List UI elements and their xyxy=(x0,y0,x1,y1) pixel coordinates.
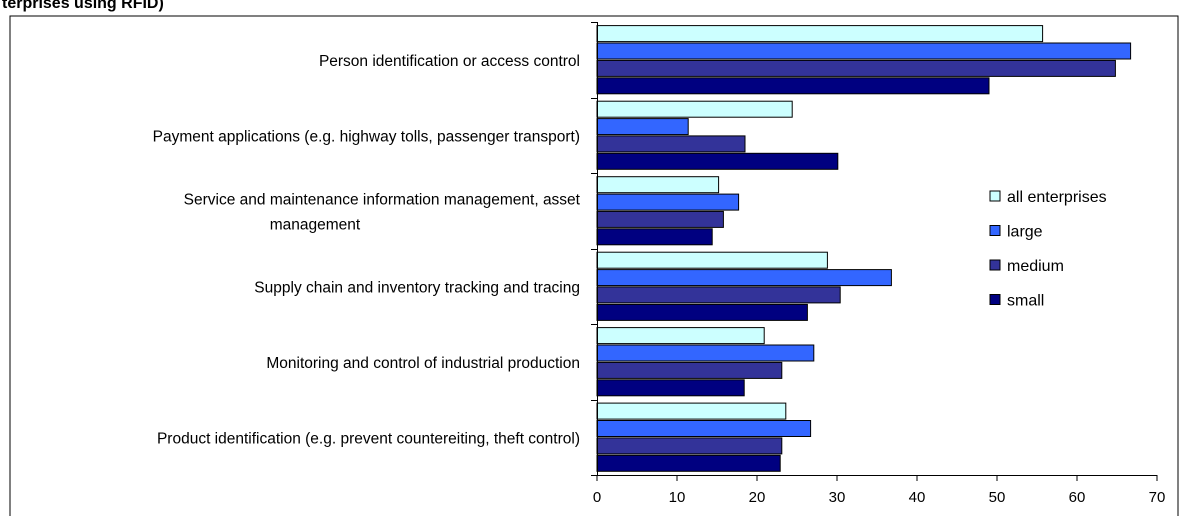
legend-label: medium xyxy=(1007,258,1064,275)
bar-large-4 xyxy=(596,344,815,362)
chart-area-border xyxy=(9,15,1179,516)
bar-small-4 xyxy=(596,379,745,397)
chart-title: terprises using RFID) xyxy=(2,0,164,12)
legend-swatch-all-enterprises xyxy=(989,190,1001,202)
x-tick-label: 70 xyxy=(1149,489,1166,506)
legend-label: large xyxy=(1007,224,1043,241)
category-label: management xyxy=(270,216,361,233)
bars-group xyxy=(596,25,1132,472)
bar-small-3 xyxy=(596,303,808,321)
x-tick-label: 30 xyxy=(829,489,846,506)
bar-small-1 xyxy=(596,152,839,170)
legend: all enterprises large medium small xyxy=(989,189,1107,310)
bar-all-enterprises-5 xyxy=(596,402,787,420)
bar-small-5 xyxy=(596,454,781,472)
bar-large-5 xyxy=(596,420,812,437)
y-ticks xyxy=(591,22,597,476)
legend-swatch-medium xyxy=(989,259,1001,271)
bar-small-0 xyxy=(596,77,990,95)
bar-small-2 xyxy=(596,228,713,246)
bar-all-enterprises-3 xyxy=(596,251,828,269)
bar-medium-5 xyxy=(596,437,783,455)
x-tick-label: 50 xyxy=(989,489,1006,506)
legend-swatch-small xyxy=(989,294,1001,305)
x-ticks: 0 10 20 30 40 50 60 70 xyxy=(593,475,1166,506)
x-tick-label: 40 xyxy=(909,489,926,506)
category-label: Product identification (e.g. prevent cou… xyxy=(157,430,580,447)
category-label: Payment applications (e.g. highway tolls… xyxy=(153,128,580,145)
bar-large-3 xyxy=(596,269,892,287)
x-tick-label: 20 xyxy=(749,489,766,506)
bar-large-0 xyxy=(596,42,1132,60)
x-tick-label: 10 xyxy=(669,489,686,506)
category-label: Service and maintenance information mana… xyxy=(184,191,581,208)
category-label: Supply chain and inventory tracking and … xyxy=(254,279,580,296)
category-label: Monitoring and control of industrial pro… xyxy=(266,355,580,372)
bar-medium-4 xyxy=(596,361,783,379)
x-tick-label: 0 xyxy=(593,489,601,506)
bar-large-2 xyxy=(596,193,740,211)
category-labels: Person identification or access control P… xyxy=(153,53,581,447)
bar-medium-2 xyxy=(596,210,724,228)
bar-medium-0 xyxy=(596,59,1116,77)
bar-all-enterprises-4 xyxy=(596,327,765,345)
legend-label: all enterprises xyxy=(1007,189,1107,206)
bar-medium-1 xyxy=(596,135,746,153)
legend-label: small xyxy=(1007,293,1044,310)
bar-large-1 xyxy=(596,118,689,136)
axes xyxy=(597,22,1157,476)
legend-swatch-large xyxy=(989,225,1001,236)
x-tick-label: 60 xyxy=(1069,489,1086,506)
bar-all-enterprises-0 xyxy=(596,25,1044,43)
bar-all-enterprises-2 xyxy=(596,176,720,194)
bar-all-enterprises-1 xyxy=(596,100,793,118)
category-label: Person identification or access control xyxy=(319,53,580,70)
bar-medium-3 xyxy=(596,286,841,304)
